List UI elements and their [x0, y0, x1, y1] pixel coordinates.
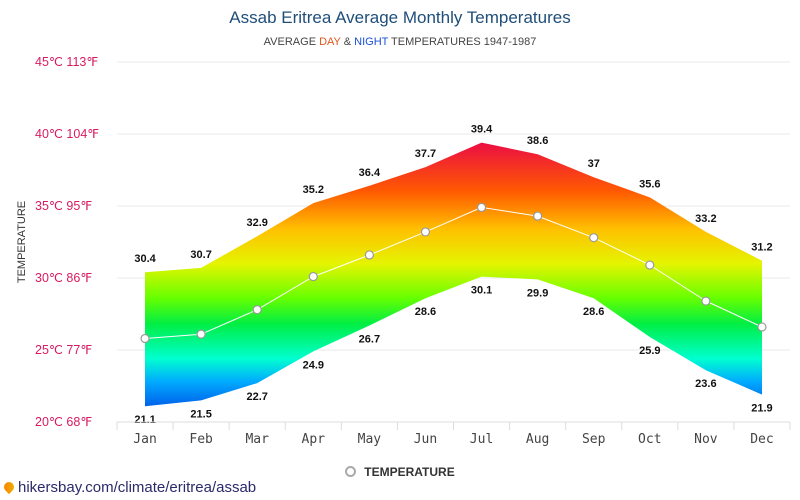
- x-tick-label: Oct: [638, 432, 661, 447]
- high-value-label: 30.4: [134, 253, 156, 265]
- high-value-label: 37: [588, 158, 600, 170]
- source-link[interactable]: hikersbay.com/climate/eritrea/assab: [1, 479, 257, 496]
- x-tick-label: Sep: [582, 432, 606, 447]
- location-pin-icon: [1, 479, 17, 494]
- high-value-label: 35.6: [639, 178, 660, 190]
- y-axis-label: TEMPERATURE: [16, 201, 28, 283]
- chart-subtitle: AVERAGE DAY & NIGHT TEMPERATURES 1947-19…: [0, 36, 800, 48]
- low-value-label: 29.9: [527, 287, 548, 299]
- average-point[interactable]: [140, 333, 150, 344]
- x-axis-ticks: Jan Feb Mar Apr May Jun Jul Aug Sep Oct Nov Dec: [116, 422, 791, 447]
- x-tick-label: May: [358, 432, 382, 447]
- low-value-label: 22.7: [246, 391, 267, 403]
- y-tick-label: 45℃ 113℉: [35, 55, 98, 69]
- average-point[interactable]: [252, 305, 262, 315]
- high-value-label: 38.6: [527, 135, 548, 147]
- y-axis-ticks: 20℃ 68℉ 25℃ 77℉ 30℃ 86℉ 35℃ 95℉ 40℃ 104℉ 45℃ …: [35, 55, 99, 429]
- average-point[interactable]: [420, 227, 431, 237]
- average-point[interactable]: [757, 322, 767, 332]
- legend[interactable]: TEMPERATURE: [0, 465, 800, 479]
- y-tick-label: 25℃ 77℉: [35, 343, 92, 357]
- x-tick-label: Apr: [302, 432, 326, 447]
- low-value-label: 21.9: [751, 403, 772, 415]
- low-value-label: 30.1: [471, 285, 492, 297]
- subtitle-night: NIGHT: [354, 36, 389, 48]
- low-value-label: 26.7: [359, 334, 380, 346]
- low-value-label: 24.9: [303, 359, 324, 371]
- subtitle-day: DAY: [319, 36, 341, 48]
- subtitle-suffix: TEMPERATURES 1947-1987: [388, 36, 537, 48]
- average-point[interactable]: [364, 250, 374, 260]
- x-tick-label: Mar: [245, 432, 269, 447]
- low-value-label: 23.6: [695, 378, 716, 390]
- legend-label: TEMPERATURE: [364, 465, 455, 479]
- average-point[interactable]: [308, 271, 318, 282]
- y-tick-label: 35℃ 95℉: [35, 199, 92, 213]
- temperature-band-area: [145, 142, 762, 407]
- high-value-label: 39.4: [471, 124, 493, 136]
- average-point[interactable]: [645, 260, 655, 270]
- x-tick-label: Feb: [189, 432, 213, 447]
- source-url: hikersbay.com/climate/eritrea/assab: [18, 479, 257, 496]
- average-temperature-points: [140, 202, 767, 344]
- x-tick-label: Nov: [694, 432, 718, 447]
- low-value-label: 21.1: [134, 414, 155, 426]
- low-value-label: 21.5: [190, 408, 211, 420]
- x-tick-label: Jan: [133, 432, 156, 447]
- average-point[interactable]: [589, 233, 599, 243]
- high-value-label: 36.4: [359, 167, 381, 179]
- high-value-label: 31.2: [751, 242, 772, 254]
- average-point[interactable]: [196, 329, 206, 339]
- legend-circle-icon: [345, 466, 357, 478]
- average-temperature-line: [144, 206, 763, 339]
- y-tick-label: 20℃ 68℉: [35, 415, 92, 429]
- y-tick-label: 40℃ 104℉: [35, 127, 99, 141]
- low-value-label: 28.6: [583, 306, 604, 318]
- low-value-label: 28.6: [415, 306, 436, 318]
- subtitle-prefix: AVERAGE: [263, 36, 320, 48]
- subtitle-amp: &: [340, 36, 355, 48]
- x-tick-label: Jun: [414, 432, 437, 447]
- low-value-label: 25.9: [639, 345, 660, 357]
- x-tick-label: Dec: [750, 432, 773, 447]
- average-point[interactable]: [476, 202, 487, 213]
- average-point[interactable]: [701, 296, 711, 306]
- high-value-label: 37.7: [415, 148, 436, 160]
- data-labels: 30.4 30.7 32.9 35.2 36.4 37.7 39.4 38.6 37 35.6 33…: [134, 124, 772, 427]
- x-tick-label: Jul: [470, 432, 493, 447]
- average-point[interactable]: [533, 211, 543, 221]
- high-value-label: 33.2: [695, 213, 716, 225]
- y-tick-label: 30℃ 86℉: [35, 271, 92, 285]
- high-value-label: 35.2: [303, 184, 324, 196]
- chart-title: Assab Eritrea Average Monthly Temperatur…: [229, 8, 571, 27]
- x-tick-label: Aug: [526, 432, 549, 447]
- high-value-label: 32.9: [246, 217, 267, 229]
- high-value-label: 30.7: [190, 249, 211, 261]
